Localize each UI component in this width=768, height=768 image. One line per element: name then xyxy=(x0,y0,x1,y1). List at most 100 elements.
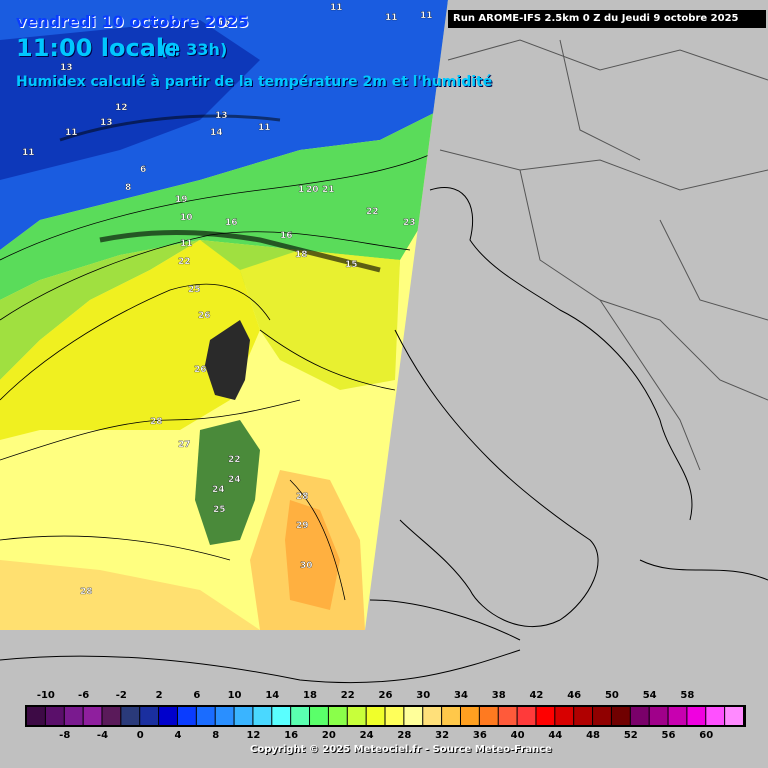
value-label: 30 xyxy=(300,561,313,571)
legend-swatch xyxy=(215,707,234,725)
legend-swatch xyxy=(630,707,649,725)
legend-label-top: 18 xyxy=(303,690,317,701)
legend-swatch xyxy=(687,707,706,725)
legend-swatch xyxy=(253,707,272,725)
legend-label-top: 22 xyxy=(340,690,355,701)
value-label: 11 xyxy=(330,3,343,13)
value-label: 11 xyxy=(385,13,398,23)
value-label: 11 xyxy=(65,128,78,138)
legend-swatch xyxy=(423,707,442,725)
value-label: 25 xyxy=(188,285,201,295)
value-label: 22 xyxy=(228,455,241,465)
copyright-text: Copyright © 2025 Meteociel.fr - Source M… xyxy=(250,744,552,755)
legend-swatch xyxy=(404,707,423,725)
legend-label-bottom: 32 xyxy=(435,730,450,741)
value-label: 21 xyxy=(322,185,335,195)
legend-label-top: 50 xyxy=(604,690,619,701)
value-label: 13 xyxy=(100,118,113,128)
legend-swatch xyxy=(177,707,196,725)
legend-label-bottom: 24 xyxy=(359,730,374,741)
legend-swatch xyxy=(725,707,743,725)
legend-swatch xyxy=(45,707,64,725)
legend-swatch xyxy=(574,707,593,725)
legend-swatch xyxy=(479,707,498,725)
value-label: 28 xyxy=(150,417,163,427)
legend-swatch xyxy=(121,707,140,725)
legend-swatch xyxy=(442,707,460,725)
value-label: 23 xyxy=(403,218,416,228)
legend-swatch xyxy=(668,707,687,725)
legend-swatch xyxy=(83,707,102,725)
value-label: 11 xyxy=(258,123,271,133)
legend-label-top: 10 xyxy=(227,690,242,701)
value-label: 11 xyxy=(420,11,433,21)
value-label: 24 xyxy=(228,475,241,485)
value-label: 29 xyxy=(296,521,309,531)
legend-label-bottom: 16 xyxy=(284,730,299,741)
legend-label-top: 34 xyxy=(454,690,468,701)
value-label-layer: 11 11 11 12 13 13 11 13 6 12 11 11 8 19 … xyxy=(22,3,433,597)
value-label: 12 xyxy=(115,103,128,113)
value-label: 6 xyxy=(140,165,146,175)
legend-label-top: 6 xyxy=(193,690,201,701)
legend-swatch xyxy=(593,707,611,725)
legend-label-bottom: 28 xyxy=(397,730,412,741)
value-label: 11 xyxy=(22,148,35,158)
value-label: 28 xyxy=(296,492,309,502)
forecast-date: vendredi 10 octobre 2025 xyxy=(16,12,249,31)
value-label: 26 xyxy=(194,365,207,375)
value-label: 16 xyxy=(225,218,238,228)
legend-swatch xyxy=(196,707,215,725)
legend-swatch xyxy=(328,707,347,725)
value-label: 8 xyxy=(125,183,131,193)
legend-label-bottom: 48 xyxy=(586,730,601,741)
legend-swatch xyxy=(366,707,385,725)
legend-label-top: 54 xyxy=(642,690,657,701)
legend-swatch xyxy=(234,707,253,725)
legend-swatch xyxy=(611,707,630,725)
legend-label-bottom: -8 xyxy=(59,730,71,741)
legend-label-top: -10 xyxy=(36,690,55,701)
legend-label-top: 38 xyxy=(491,690,506,701)
mild-region-green xyxy=(0,110,440,300)
value-label: 26 xyxy=(198,311,211,321)
value-label: 13 xyxy=(215,111,228,121)
value-label: 24 xyxy=(212,485,225,495)
value-label: 27 xyxy=(178,440,191,450)
coastlines xyxy=(0,186,768,684)
legend-label-bottom: 20 xyxy=(321,730,336,741)
sardinia-island xyxy=(195,420,260,545)
legend-swatch xyxy=(347,707,366,725)
alps-dense-contours xyxy=(99,230,381,273)
legend-swatch xyxy=(517,707,536,725)
value-label: 14 xyxy=(210,128,223,138)
model-domain xyxy=(0,0,448,630)
value-label: 19 xyxy=(175,195,188,205)
legend-swatch xyxy=(272,707,291,725)
forecast-time: 11:00 locale xyxy=(16,34,181,62)
legend-labels: -10 -6 -2 2 6 10 14 18 22 26 30 34 38 42 46 50 54 58 -8 -4 0… xyxy=(0,688,768,748)
value-label: 16 xyxy=(280,231,293,241)
legend-swatch xyxy=(291,707,310,725)
legend-label-bottom: 44 xyxy=(548,730,563,741)
legend-label-bottom: 52 xyxy=(623,730,638,741)
value-label: 28 xyxy=(80,587,93,597)
legend-swatch xyxy=(536,707,555,725)
run-info-banner: Run AROME-IFS 2.5km 0 Z du Jeudi 9 octob… xyxy=(448,10,766,28)
legend-label-bottom: 0 xyxy=(136,730,144,741)
country-borders xyxy=(439,39,768,471)
legend-swatch xyxy=(27,707,45,725)
value-label: 25 xyxy=(213,505,226,515)
legend-swatch xyxy=(460,707,479,725)
legend-label-top: 46 xyxy=(567,690,582,701)
value-label: 22 xyxy=(178,257,191,267)
value-label: 1 xyxy=(298,185,304,195)
value-label: 22 xyxy=(366,207,379,217)
value-label: 11 xyxy=(180,239,193,249)
legend-label-bottom: 40 xyxy=(510,730,525,741)
value-label: 15 xyxy=(345,260,358,270)
legend-swatch xyxy=(706,707,725,725)
legend-label-bottom: 60 xyxy=(699,730,714,741)
